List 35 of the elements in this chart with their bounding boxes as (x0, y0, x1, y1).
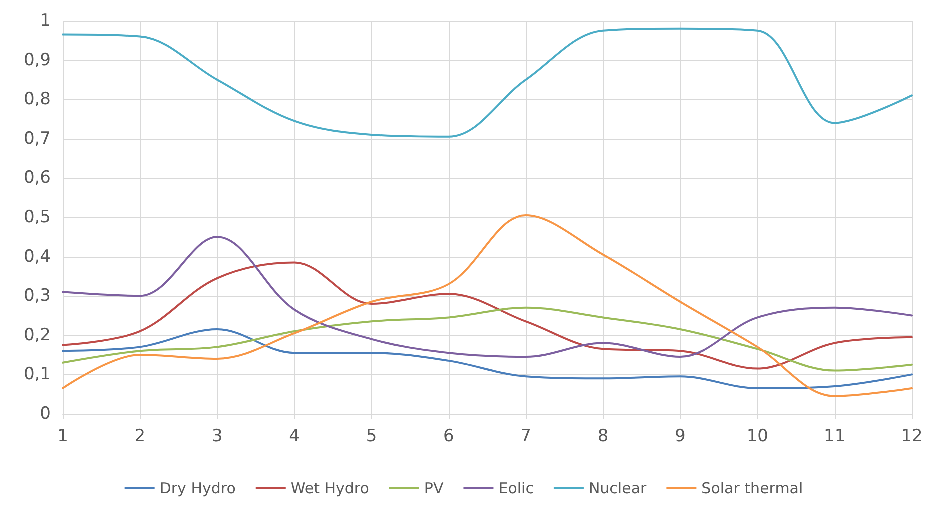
y-tick-label: 0,2 (24, 325, 51, 346)
y-tick-label: 0,4 (24, 246, 51, 267)
y-tick-label: 0,6 (24, 168, 51, 188)
x-tick-label: 7 (520, 426, 532, 446)
legend-label: Nuclear (588, 480, 648, 498)
legend-label: Solar thermal (702, 480, 804, 498)
y-tick-label: 0,9 (24, 50, 51, 70)
line-series (62, 236, 913, 358)
y-tick-label: 0,3 (24, 286, 51, 306)
x-tick-label: 9 (675, 426, 686, 446)
y-tick-label: 0 (40, 404, 51, 424)
line-series (62, 262, 913, 370)
x-tick-label: 3 (212, 426, 223, 446)
x-tick-label: 2 (134, 426, 146, 446)
x-tick-label: 8 (598, 426, 609, 446)
line-series (62, 214, 913, 398)
line-series (62, 328, 913, 390)
y-tick-label: 0,7 (24, 128, 51, 149)
x-tick-label: 10 (746, 426, 768, 446)
x-tick-label: 5 (366, 426, 378, 446)
y-tick-label: 1 (40, 11, 51, 31)
line-series (62, 306, 913, 372)
legend-label: Dry Hydro (160, 480, 236, 498)
legend-label: Wet Hydro (290, 480, 370, 498)
y-tick-label: 0,5 (24, 208, 51, 228)
x-tick-label: 6 (443, 426, 454, 446)
x-tick-label: 11 (824, 426, 846, 446)
y-tick-label: 0,1 (24, 364, 51, 385)
x-tick-label: 12 (901, 426, 923, 446)
legend-label: Eolic (498, 480, 534, 498)
x-tick-label: 4 (289, 426, 300, 446)
legend-label: PV (424, 480, 444, 498)
y-tick-label: 0,8 (24, 90, 51, 110)
line-series (62, 28, 913, 138)
x-tick-label: 1 (58, 426, 68, 446)
